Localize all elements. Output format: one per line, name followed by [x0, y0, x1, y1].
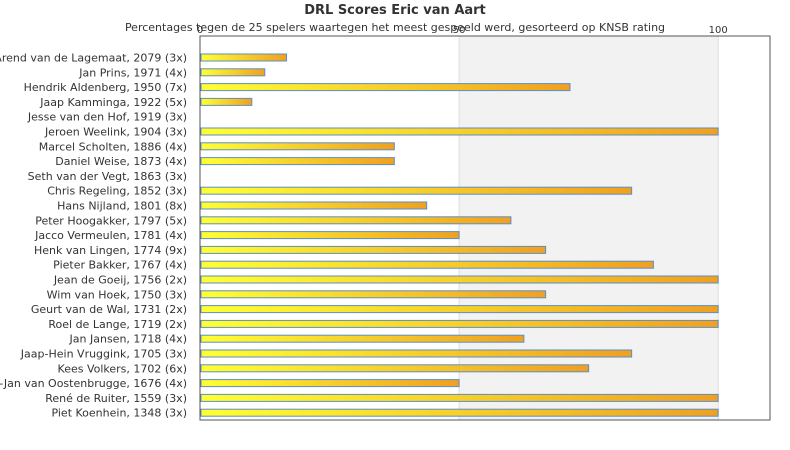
category-label: Jan Jansen, 1718 (4x)	[69, 333, 187, 346]
category-label: Jeroen Weelink, 1904 (3x)	[44, 126, 187, 139]
bar	[200, 231, 460, 240]
bar	[200, 364, 590, 373]
category-label: Chris Regeling, 1852 (3x)	[47, 185, 187, 198]
plot-band	[459, 36, 719, 420]
category-label: Hendrik Aldenberg, 1950 (7x)	[24, 81, 187, 94]
bar	[200, 97, 253, 106]
bar	[200, 186, 633, 195]
bar	[200, 53, 288, 62]
bar	[200, 319, 719, 328]
category-label: Geurt van de Wal, 1731 (2x)	[31, 303, 187, 316]
chart-title: DRL Scores Eric van Aart	[304, 3, 486, 18]
bar	[200, 142, 395, 151]
category-label: Kees Volkers, 1702 (6x)	[58, 362, 187, 375]
bar	[200, 275, 719, 284]
chart-subtitle: Percentages tegen de 25 spelers waartege…	[124, 21, 666, 34]
category-label: Wim van Hoek, 1750 (3x)	[47, 288, 187, 301]
category-label: Jaap-Hein Vruggink, 1705 (3x)	[20, 348, 187, 361]
bar	[200, 127, 719, 136]
x-tick-label: 0	[197, 25, 203, 36]
bar	[200, 260, 654, 269]
category-label: Marcel Scholten, 1886 (4x)	[39, 140, 187, 153]
category-label: Bert-Jan van Oostenbrugge, 1676 (4x)	[0, 377, 187, 390]
bar	[200, 393, 719, 402]
bar	[200, 349, 633, 358]
category-label: Jean de Goeij, 1756 (2x)	[53, 274, 187, 287]
category-label: Peter Hoogakker, 1797 (5x)	[35, 214, 187, 227]
bar	[200, 305, 719, 314]
bar	[200, 408, 719, 417]
category-label: Henk van Lingen, 1774 (9x)	[34, 244, 187, 257]
category-label: Arend van de Lagemaat, 2079 (3x)	[0, 52, 187, 65]
category-label: Jan Prins, 1971 (4x)	[78, 66, 187, 79]
bar	[200, 334, 525, 343]
bar	[200, 290, 547, 299]
category-label: Piet Koenhein, 1348 (3x)	[51, 407, 187, 420]
category-label: Roel de Lange, 1719 (2x)	[48, 318, 187, 331]
bar	[200, 83, 571, 92]
bar	[200, 68, 266, 77]
x-tick-label: 50	[453, 25, 466, 36]
category-label: Jaap Kamminga, 1922 (5x)	[39, 96, 187, 109]
x-tick-label: 100	[709, 25, 728, 36]
category-label: Pieter Bakker, 1767 (4x)	[53, 259, 187, 272]
bar	[200, 245, 547, 254]
bar	[200, 216, 512, 225]
category-label: René de Ruiter, 1559 (3x)	[45, 392, 187, 405]
category-label: Jacco Vermeulen, 1781 (4x)	[34, 229, 187, 242]
bar	[200, 379, 460, 388]
bar	[200, 157, 395, 166]
bar	[200, 201, 428, 210]
category-label: Daniel Weise, 1873 (4x)	[55, 155, 187, 168]
category-label: Seth van der Vegt, 1863 (3x)	[28, 170, 187, 183]
category-label: Jesse van den Hof, 1919 (3x)	[27, 111, 187, 124]
category-label: Hans Nijland, 1801 (8x)	[57, 200, 187, 213]
plot-frame	[199, 35, 771, 421]
